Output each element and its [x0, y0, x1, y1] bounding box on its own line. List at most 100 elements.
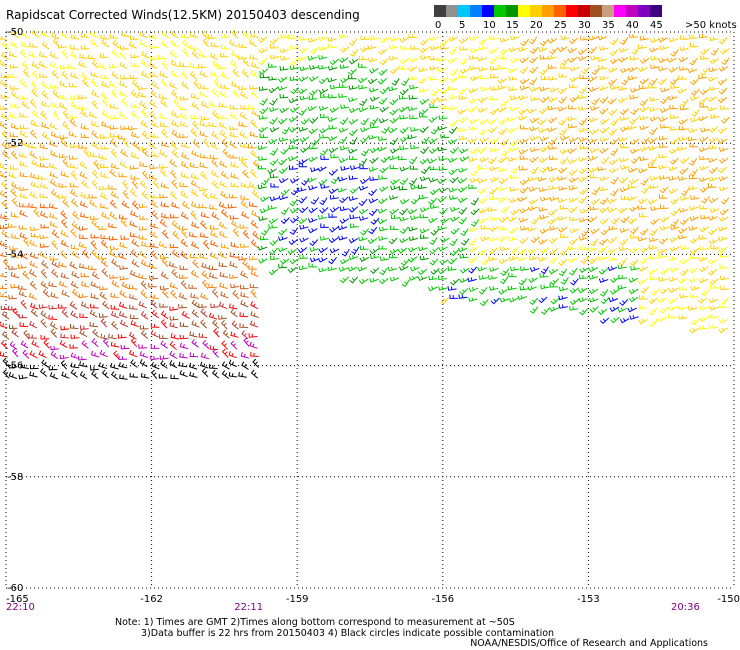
wind-barb [700, 48, 710, 56]
wind-barb [80, 109, 89, 118]
wind-barb [667, 57, 677, 63]
wind-barb [557, 176, 567, 182]
wind-barb [140, 280, 148, 290]
wind-barb [527, 108, 537, 114]
wind-barb [238, 121, 247, 128]
wind-barb [48, 162, 58, 169]
wind-barb [258, 48, 269, 54]
wind-barb [648, 78, 658, 86]
wind-barb [79, 313, 88, 318]
wind-barb [139, 161, 148, 168]
wind-barb [620, 195, 630, 200]
wind-barb [579, 208, 590, 214]
wind-barb [348, 196, 358, 202]
wind-barb [58, 280, 68, 288]
wind-barb [369, 123, 379, 129]
wind-barb [579, 74, 588, 80]
wind-barb [637, 168, 648, 174]
wind-barb [191, 49, 199, 60]
wind-barb [619, 37, 629, 45]
wind-barb [360, 46, 370, 53]
wind-barb [659, 288, 670, 295]
wind-barb [110, 341, 120, 348]
wind-barb [408, 178, 418, 186]
wind-barb [699, 55, 709, 60]
wind-barb [149, 242, 159, 248]
wind-barb [560, 64, 570, 69]
wind-barb [388, 237, 398, 245]
legend-swatch [458, 5, 470, 17]
wind-barb [80, 191, 89, 200]
wind-barb [0, 73, 10, 79]
wind-barb [719, 208, 729, 216]
wind-barb [7, 223, 17, 228]
wind-barb [289, 216, 300, 224]
wind-barb [710, 245, 720, 250]
wind-barb [678, 75, 688, 80]
wind-barb [359, 136, 369, 144]
wind-barb [410, 215, 420, 221]
wind-barb [607, 207, 618, 213]
wind-barb [1, 311, 10, 320]
wind-barb [230, 308, 238, 318]
wind-barb [497, 156, 508, 164]
wind-barb [677, 88, 687, 94]
wind-barb [228, 351, 237, 359]
wind-barb [708, 67, 718, 73]
wind-barb [627, 218, 638, 225]
wind-barb [539, 247, 550, 254]
wind-barb [420, 166, 430, 175]
wind-barb [231, 81, 240, 89]
wind-barb [448, 187, 458, 193]
wind-barb [520, 266, 530, 271]
wind-barb [280, 207, 290, 215]
wind-barb [610, 276, 620, 284]
wind-barb [408, 33, 418, 39]
wind-barb [668, 67, 679, 73]
wind-barb [538, 296, 548, 304]
wind-barb [268, 268, 279, 276]
wind-barb [578, 297, 588, 303]
wind-barb [80, 325, 89, 330]
wind-barb [280, 34, 290, 39]
wind-barb [419, 176, 430, 182]
wind-barb [171, 269, 179, 279]
wind-barb [489, 66, 499, 71]
wind-barb [141, 170, 149, 180]
wind-barb [78, 293, 88, 299]
wind-barb [568, 56, 578, 63]
wind-barb [39, 234, 49, 240]
wind-barb [469, 246, 479, 253]
wind-barb [288, 238, 299, 246]
wind-barb [29, 320, 38, 329]
wind-barb [0, 292, 8, 298]
wind-barb [468, 257, 478, 264]
wind-barb [547, 97, 558, 103]
wind-barb [277, 76, 288, 83]
wind-barb [460, 267, 470, 274]
wind-barb [129, 74, 139, 80]
wind-barb [698, 115, 709, 122]
wind-barb [520, 124, 529, 130]
wind-barb [527, 205, 538, 212]
wind-barb [299, 47, 309, 54]
wind-barb [307, 37, 318, 43]
wind-barb [638, 318, 648, 325]
wind-barb [628, 296, 639, 303]
wind-barb [259, 98, 268, 106]
wind-barb [180, 250, 188, 260]
wind-barb [410, 127, 420, 132]
wind-barb [308, 185, 318, 191]
wind-barb [289, 45, 300, 50]
wind-barb [10, 212, 20, 218]
wind-barb [140, 108, 148, 118]
wind-barb [699, 226, 709, 233]
wind-barb [269, 173, 279, 179]
wind-barb [181, 152, 190, 160]
wind-barb [698, 256, 709, 262]
wind-barb [209, 345, 219, 350]
wind-barb [212, 110, 220, 120]
wind-barb [169, 49, 178, 59]
wind-barb [609, 306, 620, 312]
wind-barb [429, 103, 439, 109]
